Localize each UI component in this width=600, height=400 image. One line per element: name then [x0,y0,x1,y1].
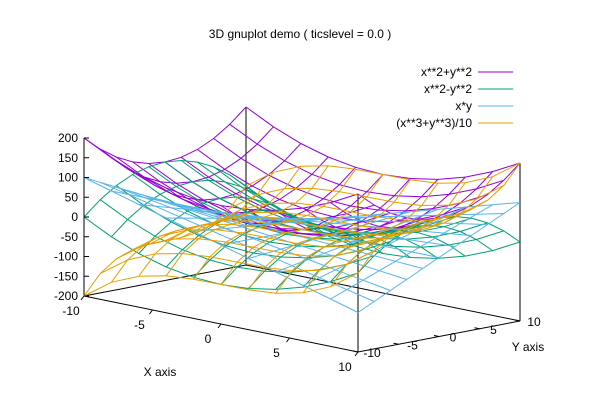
surface-line [302,206,466,286]
legend-label: x*y [455,99,472,113]
surface-line [193,168,357,280]
x-tick-label: 5 [273,346,280,360]
surface-plots [83,106,521,313]
surface-line [165,209,329,268]
surface-line [357,162,521,221]
z-tick-label: 100 [58,171,78,185]
surface-line [275,232,439,290]
surface-line [110,172,274,283]
surface-line [302,182,466,294]
z-tick-label: -150 [54,269,78,283]
x-tick-label: -5 [134,318,145,332]
y-axis-ticks: -10 -5 0 5 10 [352,315,541,360]
surface-line [330,176,494,287]
legend-label: x**2+y**2 [421,65,472,79]
z-tick-label: -200 [54,289,78,303]
legend-label: (x**3+y**3)/10 [396,116,472,130]
x-axis-ticks: -10 -5 0 5 10 [62,295,359,374]
surface-line [111,179,274,238]
y-tick [352,350,359,353]
z-tick-label: -100 [54,250,78,264]
z-tick-label: 0 [71,210,78,224]
surface-line [138,165,302,277]
z-axis-ticks: -200 -150 -100 -50 0 50 100 150 200 [54,131,89,303]
surface-line [111,126,274,184]
surface-line [166,217,329,220]
y-tick-label: 10 [527,315,541,329]
surface-line [357,202,521,313]
y-tick [433,335,440,337]
z-tick-label: 150 [58,151,78,165]
surface-line [357,162,521,274]
x-tick-label: -10 [62,304,80,318]
y-tick-label: -5 [407,338,418,352]
y-tick-label: 0 [450,331,457,345]
surface-line [83,185,247,297]
surface-line [220,174,384,285]
x-tick [149,309,153,315]
x-tick [217,323,222,329]
z-tick-label: 50 [65,190,79,204]
z-tick-label: -50 [61,230,79,244]
x-axis-label: X axis [144,365,177,379]
surface-line [247,179,411,291]
y-tick-label: 5 [490,323,497,337]
x-tick [354,351,359,357]
x-tick-label: 0 [205,332,212,346]
y-axis-label: Y axis [512,340,544,354]
x-tick-label: 10 [338,360,352,374]
surface-line [138,196,302,254]
z-tick-label: 200 [58,131,78,145]
series-(x**3+y**3)/10 [83,162,521,297]
y-tick-label: -10 [363,346,381,360]
y-tick [393,342,399,345]
chart-title: 3D gnuplot demo ( ticslevel = 0.0 ) [209,27,391,41]
x-tick [80,295,85,301]
y-tick [474,327,480,330]
surface-line [275,182,439,294]
surface-line [165,165,329,277]
surface-line [245,106,521,180]
surface-line [248,231,411,289]
y-tick [514,319,521,322]
surface-line [330,204,493,300]
legend-label: x**2-y**2 [424,82,472,96]
legend: x**2+y**2 x**2-y**2 x*y (x**3+y**3)/10 [396,65,513,130]
surface-line [193,166,356,225]
surface-line [193,220,356,278]
x-tick [286,337,290,343]
surface-line [83,159,247,218]
